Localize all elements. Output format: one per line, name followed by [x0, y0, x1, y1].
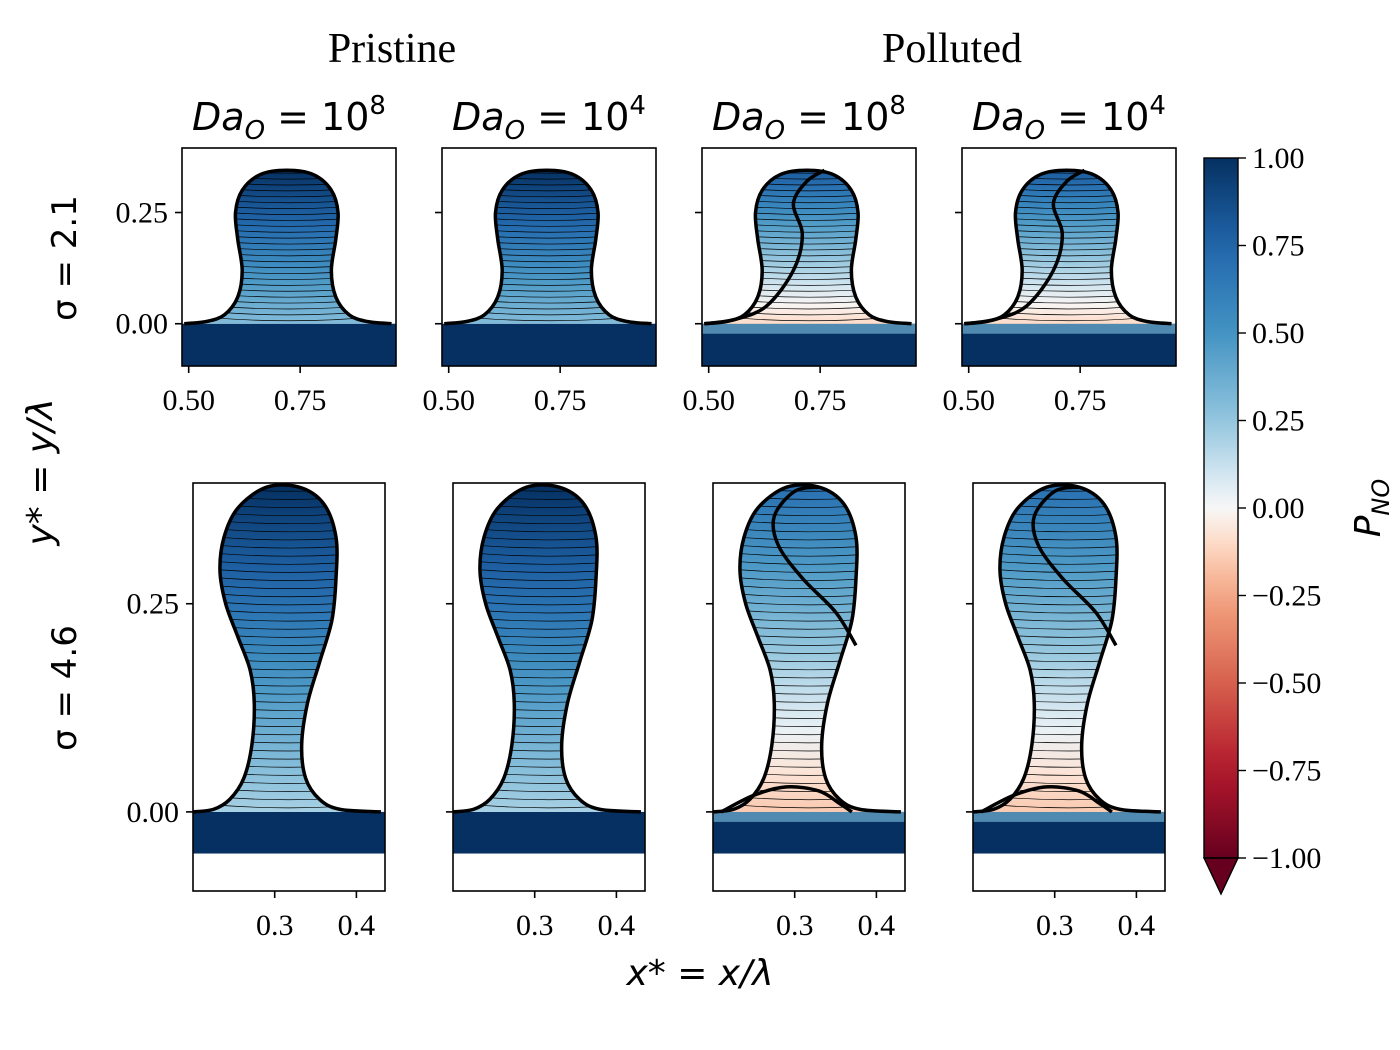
y-tick-label: 0.00: [116, 308, 169, 341]
axes-frame: [452, 482, 646, 892]
droplet-field: [964, 170, 1172, 324]
droplet-outline: [453, 483, 642, 814]
liquid-film: [193, 811, 385, 854]
axes-frame: [701, 147, 917, 367]
droplet-outline: [713, 483, 902, 814]
column-title: DaO = 104: [972, 91, 1166, 146]
colorbar-tick-label: 1.00: [1252, 142, 1305, 175]
x-tick-label: 0.50: [682, 384, 735, 417]
column-titles: DaO = 108 DaO = 104 DaO = 108 DaO = 104: [192, 91, 1166, 146]
colorbar-gradient: [1204, 158, 1238, 858]
colorbar-tick-label: 0.25: [1252, 405, 1305, 438]
x-tick-label: 0.50: [162, 384, 215, 417]
streamline: [964, 170, 1172, 174]
x-axis-label: x* = x/λ: [625, 953, 773, 994]
group-label-polluted: Polluted: [882, 26, 1022, 72]
panel-1-3: 0.3 0.4: [966, 482, 1166, 942]
colorbar-tick-label: −1.00: [1252, 842, 1321, 875]
x-tick-label: 0.4: [598, 909, 636, 942]
liquid-film: [182, 323, 396, 366]
axes-frame: [972, 482, 1166, 892]
panel-field: [442, 170, 656, 366]
droplet-field: [193, 484, 381, 812]
droplet-field: [444, 170, 652, 324]
colorbar-tick-label: 0.75: [1252, 230, 1305, 263]
y-tick-label: 0.00: [127, 796, 180, 829]
streamline: [444, 170, 652, 174]
droplet-outline: [973, 483, 1162, 814]
panel-field: [453, 484, 645, 854]
droplet-field: [453, 484, 641, 812]
film-surface-layer: [702, 323, 916, 334]
colorbar-tick-label: −0.75: [1252, 755, 1321, 788]
panel-0-0: 0.50 0.75 0.00 0.25: [116, 147, 397, 417]
panel-field: [962, 170, 1176, 366]
group-label-pristine: Pristine: [328, 26, 456, 72]
droplet-outline: [444, 168, 652, 326]
x-tick-label: 0.3: [256, 909, 294, 942]
x-tick-label: 0.4: [858, 909, 896, 942]
axes-frame: [192, 482, 386, 892]
panel-1-2: 0.3 0.4: [706, 482, 906, 942]
droplet-outline: [704, 168, 912, 326]
film-surface-layer: [962, 323, 1176, 334]
liquid-film: [442, 323, 656, 366]
panel-1-0: 0.3 0.4 0.00 0.25: [127, 482, 386, 942]
film-surface-layer: [973, 811, 1165, 822]
column-title: DaO = 108: [192, 91, 386, 146]
x-tick-label: 0.3: [776, 909, 814, 942]
panel-1-1: 0.3 0.4: [446, 482, 646, 942]
x-tick-label: 0.75: [794, 384, 847, 417]
surfactant-front: [1031, 485, 1118, 647]
y-tick-label: 0.25: [116, 197, 169, 230]
x-tick-label: 0.50: [942, 384, 995, 417]
panel-0-1: 0.50 0.75: [422, 147, 657, 417]
film-surface-layer: [713, 811, 905, 822]
x-tick-label: 0.75: [534, 384, 587, 417]
droplet-field: [184, 170, 392, 324]
y-axis-label: y* = y/λ: [20, 398, 61, 546]
colorbar-tick-label: −0.50: [1252, 667, 1321, 700]
x-tick-label: 0.75: [1054, 384, 1107, 417]
streamline: [184, 170, 392, 174]
row-label-sigma-2-1: σ = 2.1: [45, 195, 85, 321]
colorbar-tick-label: −0.25: [1252, 580, 1321, 613]
surfactant-front: [771, 485, 858, 647]
column-title: DaO = 108: [712, 91, 906, 146]
row-label-sigma-4-6: σ = 4.6: [45, 625, 85, 751]
droplet-field: [704, 170, 912, 324]
column-title: DaO = 104: [452, 91, 646, 146]
colorbar-tick-label: 0.00: [1252, 492, 1305, 525]
colorbar: −1.00 −0.75 −0.50 −0.25 0.00 0.25 0.50 0.75 1.00…: [1202, 142, 1395, 896]
panel-0-2: 0.50 0.75: [682, 147, 917, 417]
axes-frame: [712, 482, 906, 892]
colorbar-extend-min: [1202, 857, 1240, 896]
x-tick-label: 0.3: [516, 909, 554, 942]
axes-frame: [961, 147, 1177, 367]
liquid-film: [453, 811, 645, 854]
panel-field: [182, 170, 396, 366]
droplet-field: [713, 484, 901, 812]
droplet-outline: [964, 168, 1172, 326]
x-tick-label: 0.3: [1036, 909, 1074, 942]
y-tick-label: 0.25: [127, 588, 180, 621]
panel-field: [702, 170, 916, 366]
streamline: [704, 170, 912, 174]
axes-frame: [181, 147, 397, 367]
x-tick-label: 0.75: [274, 384, 327, 417]
droplet-field: [973, 484, 1161, 812]
colorbar-label: PNO: [1348, 479, 1395, 538]
droplet-outline: [184, 168, 392, 326]
x-tick-label: 0.4: [338, 909, 376, 942]
droplet-outline: [193, 483, 382, 814]
colorbar-tick-label: 0.50: [1252, 317, 1305, 350]
panel-grid: 0.50 0.75 0.00 0.25 0.50 0.75 0.50 0.75 0.50 0.75…: [116, 147, 1177, 942]
axes-frame: [441, 147, 657, 367]
x-tick-label: 0.50: [422, 384, 475, 417]
panel-0-3: 0.50 0.75: [942, 147, 1177, 417]
x-tick-label: 0.4: [1118, 909, 1156, 942]
